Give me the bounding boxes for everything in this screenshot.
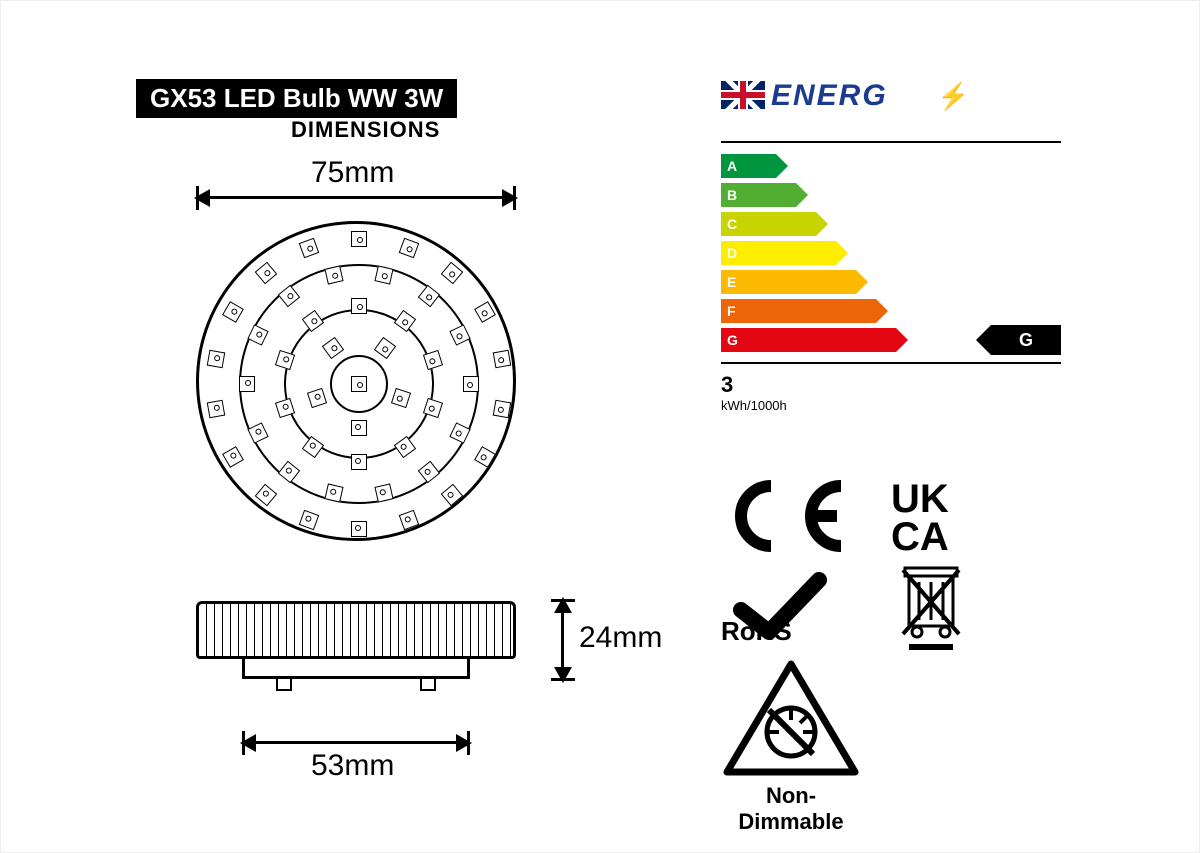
led-chip xyxy=(239,376,255,392)
led-chip xyxy=(222,301,244,323)
dimensions-heading: DIMENSIONS xyxy=(291,117,440,143)
led-chip xyxy=(207,400,226,419)
energy-class-arrow: E xyxy=(721,270,856,294)
energy-class-row: GG xyxy=(721,325,1061,354)
led-chip xyxy=(255,262,278,285)
spec-sheet: GX53 LED Bulb WW 3W DIMENSIONS 75mm 24mm… xyxy=(0,0,1200,853)
certifications-block: UK CA RoHS xyxy=(721,476,1081,841)
led-chip xyxy=(474,301,496,323)
energy-class-arrow: G xyxy=(721,328,896,352)
led-chip xyxy=(474,446,496,468)
product-title-bar: GX53 LED Bulb WW 3W xyxy=(136,79,457,118)
led-chip xyxy=(493,400,512,419)
non-dimmable-icon xyxy=(721,658,861,778)
svg-text:CA: CA xyxy=(891,515,949,556)
energy-class-row: D xyxy=(721,238,1061,267)
energy-rating-indicator: G xyxy=(991,325,1061,355)
dimension-height-arrow xyxy=(561,599,564,681)
energy-efficiency-label: ABCDEFGG 3 kWh/1000h xyxy=(721,141,1061,413)
led-chip xyxy=(398,510,419,531)
uk-flag-icon xyxy=(721,81,765,109)
bulb-top-view xyxy=(196,221,516,541)
bulb-side-view xyxy=(196,601,516,659)
energy-class-row: B xyxy=(721,180,1061,209)
led-chip xyxy=(441,484,464,507)
led-chip xyxy=(255,484,278,507)
energy-class-row: C xyxy=(721,209,1061,238)
rohs-mark-icon: RoHS xyxy=(721,572,851,642)
led-chip xyxy=(299,237,320,258)
led-chip xyxy=(374,484,393,503)
ukca-mark-icon: UK CA xyxy=(891,476,1001,556)
weee-bin-icon xyxy=(891,562,971,652)
energy-consumption: 3 kWh/1000h xyxy=(721,372,1061,413)
lightning-icon: ⚡ xyxy=(937,81,969,112)
dimension-diameter-arrow xyxy=(196,196,516,199)
energy-class-arrow: D xyxy=(721,241,836,265)
led-chip xyxy=(374,265,393,284)
led-chip xyxy=(324,265,343,284)
consumption-unit: kWh/1000h xyxy=(721,398,1061,413)
energy-class-arrow: C xyxy=(721,212,816,236)
dimension-height-label: 24mm xyxy=(579,621,662,655)
led-chip xyxy=(351,298,367,314)
led-chip xyxy=(207,350,226,369)
ce-mark-icon xyxy=(721,476,851,556)
consumption-value: 3 xyxy=(721,372,733,397)
dimension-base-label: 53mm xyxy=(311,749,394,783)
led-chip xyxy=(351,521,367,537)
led-chip xyxy=(398,237,419,258)
non-dimmable-label: Non-Dimmable xyxy=(721,783,861,835)
svg-text:RoHS: RoHS xyxy=(721,616,792,642)
dimension-diameter-label: 75mm xyxy=(311,156,394,190)
led-chip xyxy=(493,350,512,369)
energy-class-arrow: B xyxy=(721,183,796,207)
led-chip xyxy=(351,231,367,247)
brand-name: ENERG xyxy=(771,79,888,113)
dimension-base-arrow xyxy=(242,741,470,744)
led-chip xyxy=(351,420,367,436)
led-chip xyxy=(463,376,479,392)
led-chip xyxy=(441,262,464,285)
energy-class-row: F xyxy=(721,296,1061,325)
led-chip xyxy=(222,446,244,468)
energy-class-arrow: F xyxy=(721,299,876,323)
energy-class-row: E xyxy=(721,267,1061,296)
energy-class-row: A xyxy=(721,151,1061,180)
led-chip xyxy=(299,510,320,531)
led-chip xyxy=(351,376,367,392)
energy-class-arrow: A xyxy=(721,154,776,178)
led-chip xyxy=(351,454,367,470)
